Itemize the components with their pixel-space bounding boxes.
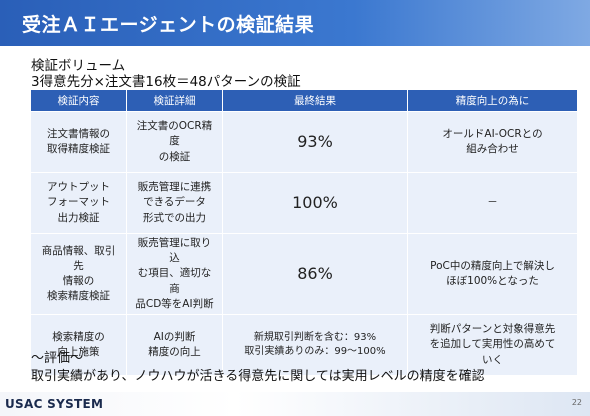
- cell-content: 注文書情報の 取得精度検証: [30, 111, 127, 173]
- evaluation-text: 取引実績があり、ノウハウが活きる得意先に関しては実用レベルの精度を確認: [31, 369, 485, 384]
- cell-improve: 判断パターンと対象得意先 を追加して実用性の高めて いく: [407, 314, 578, 377]
- cell-result: 93%: [222, 111, 408, 173]
- verification-volume-label: 検証ボリューム: [31, 58, 126, 74]
- header-detail: 検証詳細: [126, 89, 223, 112]
- table-row: 商品情報、取引先 情報の 検索精度検証 販売管理に取り込 む項目、適切な商 品C…: [30, 232, 578, 316]
- cell-content: 商品情報、取引先 情報の 検索精度検証: [30, 232, 127, 316]
- cell-detail: 注文書のOCR精度 の検証: [126, 111, 223, 173]
- evaluation-heading: ～評価～: [31, 351, 84, 366]
- table-row: 検索精度の 向上施策 AIの判断 精度の向上 新規取引判断を含む：93% 取引実…: [30, 314, 578, 377]
- table-header-row: 検証内容 検証詳細 最終結果 精度向上の為に: [30, 89, 578, 112]
- header-content: 検証内容: [30, 89, 127, 112]
- header-improve: 精度向上の為に: [407, 89, 578, 112]
- page-title: 受注ＡＩエージェントの検証結果: [22, 14, 315, 36]
- cell-detail: 販売管理に取り込 む項目、適切な商 品CD等をAI判断: [126, 232, 223, 316]
- title-bar: [0, 0, 590, 46]
- results-table: 検証内容 検証詳細 最終結果 精度向上の為に 注文書情報の 取得精度検証 注文書…: [30, 89, 578, 377]
- table-row: アウトプット フォーマット 出力検証 販売管理に連携 できるデータ 形式での出力…: [30, 172, 578, 234]
- cell-content: 検索精度の 向上施策: [30, 314, 127, 377]
- cell-improve: PoC中の精度向上で解決し ほぼ100%となった: [407, 232, 578, 316]
- cell-detail: AIの判断 精度の向上: [126, 314, 223, 377]
- verification-volume-detail: 3得意先分×注文書16枚＝48パターンの検証: [31, 74, 301, 90]
- cell-detail: 販売管理に連携 できるデータ 形式での出力: [126, 172, 223, 234]
- brand-logo: USAC SYSTEM: [5, 397, 104, 411]
- cell-content: アウトプット フォーマット 出力検証: [30, 172, 127, 234]
- footer-bar: [0, 392, 590, 416]
- cell-improve: オールドAI-OCRとの 組み合わせ: [407, 111, 578, 173]
- cell-result: 新規取引判断を含む：93% 取引実績ありのみ：99～100%: [222, 314, 408, 377]
- page-number: 22: [571, 398, 582, 407]
- cell-result: 86%: [222, 232, 408, 316]
- header-result: 最終結果: [222, 89, 408, 112]
- table-row: 注文書情報の 取得精度検証 注文書のOCR精度 の検証 93% オールドAI-O…: [30, 111, 578, 173]
- cell-improve: －: [407, 172, 578, 234]
- cell-result: 100%: [222, 172, 408, 234]
